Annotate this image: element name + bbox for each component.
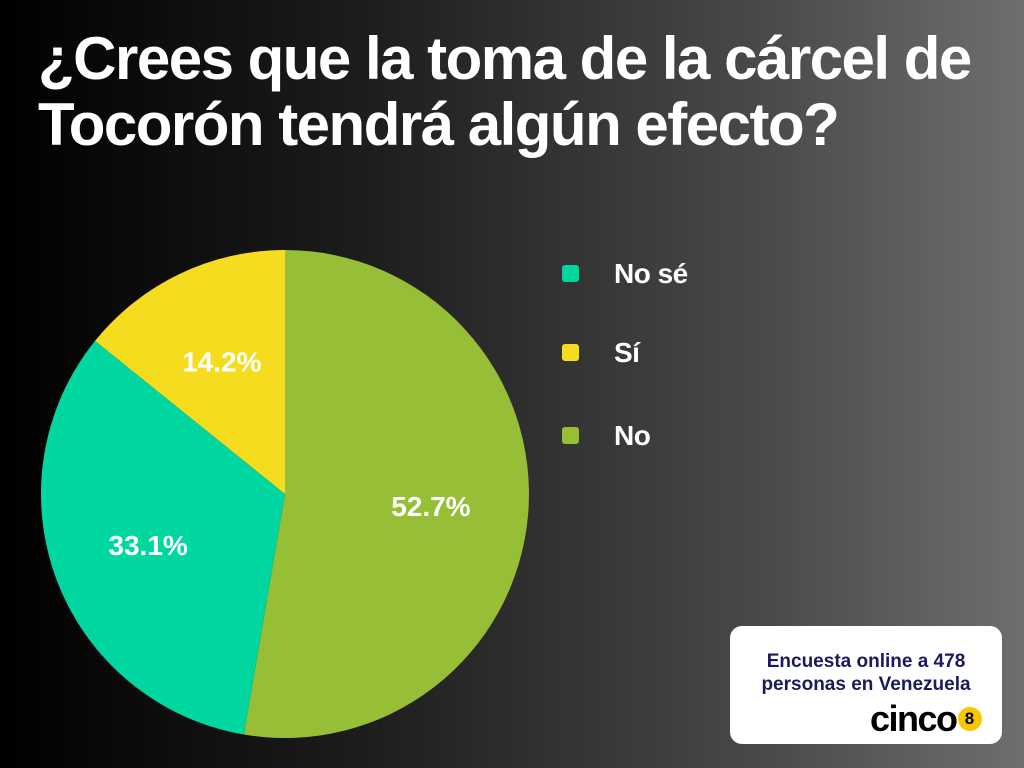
survey-note-line-1: Encuesta online a 478 [766, 651, 966, 672]
pie-label-no-se: 33.1% [108, 530, 187, 561]
chart-title: ¿Crees que la toma de la cárcel de Tocor… [38, 25, 972, 158]
legend-label-no: No [614, 420, 651, 451]
survey-note: Encuesta online a 478 personas en Venezu… [730, 650, 1002, 696]
legend-swatch-no-se [562, 265, 579, 282]
legend-label-no-se: No sé [614, 258, 688, 289]
legend-label-si: Sí [614, 337, 640, 368]
brand-wordmark: cinco [870, 698, 958, 739]
brand-badge: 8 [957, 707, 982, 731]
legend-swatch-si [562, 344, 579, 361]
legend-swatch-no [562, 427, 579, 444]
survey-note-box: Encuesta online a 478 personas en Venezu… [730, 626, 1002, 744]
pie-slice-si [95, 250, 285, 494]
pie-slice-no [243, 250, 529, 738]
pie-label-no: 52.7% [391, 491, 470, 522]
survey-note-line-2: personas en Venezuela [761, 674, 971, 695]
pie-label-si: 14.2% [182, 346, 261, 377]
brand-logo: cinco 8 [870, 700, 982, 740]
pie-slice-no-se [40, 340, 285, 735]
